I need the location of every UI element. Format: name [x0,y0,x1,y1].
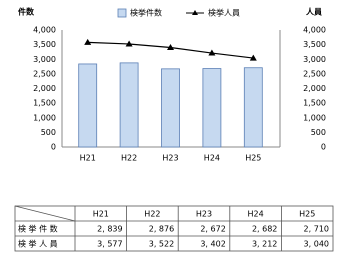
data-table [14,205,334,252]
table-cell: 3, 212 [252,240,277,249]
y-tick-label: 0 [51,143,56,152]
table-cell: 2, 876 [149,225,174,234]
table-cell: 3, 040 [304,240,329,249]
line-marker [167,43,174,50]
legend-label: 検挙人員 [208,8,240,18]
bar [202,68,222,148]
table-cell: 3, 522 [149,240,174,249]
line-marker [208,49,216,56]
x-tick-label: H21 [80,154,96,163]
bar [161,68,180,148]
row-label: 検 挙 件 数 [18,224,58,234]
y-tick-label: 500 [41,128,56,137]
line-marker [249,54,257,61]
y2-tick-label: 4,000 [303,26,326,35]
y2-tick-label: 500 [311,128,326,137]
table-header: H25 [299,210,315,219]
x-tick-label: H25 [245,154,261,163]
y-tick-label: 3,500 [33,40,56,49]
table-cell: 2, 839 [97,225,122,234]
y2-tick-label: 1,000 [303,113,326,122]
y-tick-label: 4,000 [33,26,56,35]
x-tick-label: H24 [204,154,220,163]
y2-tick-label: 3,000 [303,55,326,64]
x-tick-label: H23 [162,154,178,163]
y2-tick-label: 3,500 [303,40,326,49]
table-header: H21 [93,210,109,219]
table-cell: 3, 402 [200,240,225,249]
x-tick-label: H22 [121,154,137,163]
y-axis-title: 件数 [18,7,35,17]
table-header: H23 [196,210,212,219]
y-tick-label: 3,000 [33,55,56,64]
bar [78,63,98,148]
y2-axis-title: 人員 [306,7,322,17]
table-header: H22 [144,210,160,219]
table-header: H24 [247,210,263,219]
legend-label: 検挙件数 [130,8,162,18]
line-marker [125,40,133,47]
legend-marker [192,10,198,15]
legend-swatch [117,8,127,18]
row-label: 検 挙 人 員 [18,239,58,249]
y-tick-label: 2,000 [33,84,56,93]
table-border [14,205,334,252]
bar [243,67,263,148]
table-cell: 2, 710 [304,225,329,234]
line-marker [84,38,92,45]
y2-tick-label: 0 [321,143,326,152]
table-cell: 2, 682 [252,225,277,234]
bar [119,62,139,148]
y-tick-label: 1,000 [33,113,56,122]
table-cell: 2, 672 [200,225,225,234]
y2-tick-label: 2,500 [303,69,326,78]
y2-tick-label: 1,500 [303,99,326,108]
corner-diagonal [14,205,76,222]
y2-tick-label: 2,000 [303,84,326,93]
table-cell: 3, 577 [97,240,122,249]
y-tick-label: 1,500 [33,99,56,108]
y-tick-label: 2,500 [33,69,56,78]
